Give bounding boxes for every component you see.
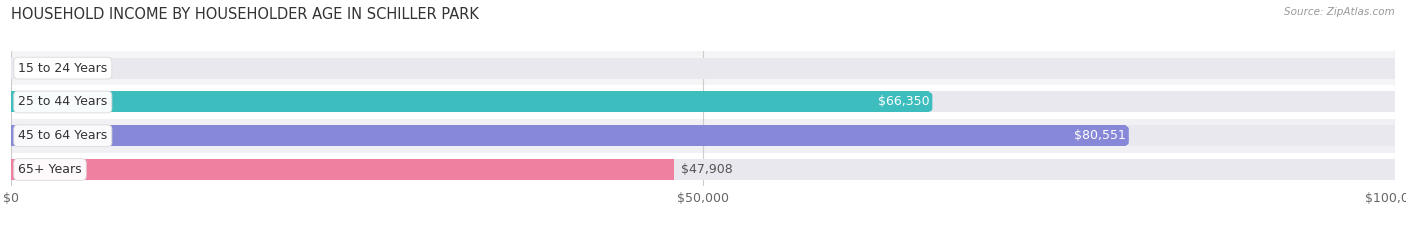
Text: 65+ Years: 65+ Years bbox=[18, 163, 82, 176]
Text: 15 to 24 Years: 15 to 24 Years bbox=[18, 62, 107, 75]
Bar bbox=[11, 85, 1395, 119]
Text: 25 to 44 Years: 25 to 44 Years bbox=[18, 96, 107, 108]
Bar bbox=[11, 159, 673, 180]
Bar bbox=[11, 119, 1395, 153]
Bar bbox=[11, 58, 1395, 79]
Text: Source: ZipAtlas.com: Source: ZipAtlas.com bbox=[1284, 7, 1395, 17]
Text: HOUSEHOLD INCOME BY HOUSEHOLDER AGE IN SCHILLER PARK: HOUSEHOLD INCOME BY HOUSEHOLDER AGE IN S… bbox=[11, 7, 479, 22]
Text: $66,350: $66,350 bbox=[877, 96, 929, 108]
Text: $47,908: $47,908 bbox=[681, 163, 733, 176]
Bar bbox=[11, 125, 1126, 146]
Bar bbox=[11, 51, 1395, 85]
Text: 45 to 64 Years: 45 to 64 Years bbox=[18, 129, 107, 142]
Bar bbox=[11, 92, 929, 112]
Text: $80,551: $80,551 bbox=[1074, 129, 1126, 142]
Bar bbox=[11, 125, 1395, 146]
Bar bbox=[11, 92, 1395, 112]
Bar bbox=[11, 159, 1395, 180]
Text: $0: $0 bbox=[18, 62, 34, 75]
Bar bbox=[11, 153, 1395, 186]
